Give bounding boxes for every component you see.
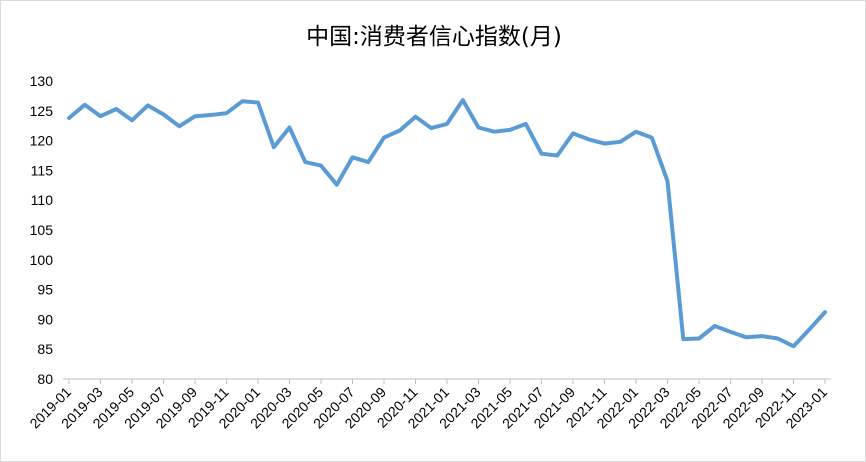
data-point <box>603 142 607 146</box>
data-point <box>99 114 103 118</box>
data-point <box>240 99 244 103</box>
data-point <box>587 137 591 141</box>
data-point <box>162 112 166 116</box>
data-point <box>760 334 764 338</box>
x-axis: 2019-012019-032019-052019-072019-092019-… <box>26 378 831 431</box>
data-point <box>319 164 323 168</box>
data-point <box>398 129 402 133</box>
y-tick-label: 100 <box>30 252 54 268</box>
data-point <box>146 103 150 107</box>
data-point <box>776 337 780 341</box>
data-point <box>492 130 496 134</box>
data-point <box>335 183 339 187</box>
data-point <box>634 130 638 134</box>
y-tick-label: 90 <box>37 311 53 327</box>
data-point <box>288 126 292 130</box>
y-tick-label: 120 <box>30 133 54 149</box>
data-point <box>225 111 229 115</box>
data-point <box>429 126 433 130</box>
data-point <box>477 126 481 130</box>
data-point <box>540 152 544 156</box>
data-point <box>681 337 685 341</box>
data-point <box>193 114 197 118</box>
y-tick-label: 85 <box>37 341 53 357</box>
data-point <box>713 324 717 328</box>
data-point <box>666 179 670 183</box>
data-point <box>351 155 355 159</box>
data-point <box>618 140 622 144</box>
y-tick-label: 115 <box>31 162 54 178</box>
data-point <box>555 154 559 158</box>
data-point <box>445 122 449 126</box>
data-point <box>744 335 748 339</box>
data-point <box>697 337 701 341</box>
series-layer <box>67 98 827 349</box>
y-tick-label: 110 <box>31 192 54 208</box>
data-point <box>508 128 512 132</box>
data-point <box>524 122 528 126</box>
data-point <box>414 115 418 119</box>
data-point <box>807 328 811 332</box>
series-line <box>67 98 827 349</box>
data-point <box>461 98 465 102</box>
data-point <box>366 160 370 164</box>
data-point <box>792 344 796 348</box>
data-point <box>114 107 118 111</box>
chart-title: 中国:消费者信心指数(月) <box>306 24 562 50</box>
data-point <box>256 101 260 105</box>
data-point <box>729 330 733 334</box>
data-point <box>67 116 71 120</box>
data-point <box>303 160 307 164</box>
data-point <box>209 113 213 117</box>
y-tick-label: 80 <box>37 371 53 387</box>
y-axis: 130 125 120 115 110 105 100 95 90 85 80 <box>30 73 54 387</box>
data-point <box>83 103 87 107</box>
y-tick-label: 95 <box>37 282 53 298</box>
data-point <box>272 145 276 149</box>
y-tick-label: 125 <box>30 103 54 119</box>
y-tick-label: 130 <box>30 73 54 89</box>
data-point <box>382 136 386 140</box>
data-point <box>823 310 827 314</box>
y-tick-label: 105 <box>30 222 54 238</box>
data-point <box>130 118 134 122</box>
data-point <box>571 131 575 135</box>
data-point <box>177 124 181 128</box>
data-point <box>650 136 654 140</box>
